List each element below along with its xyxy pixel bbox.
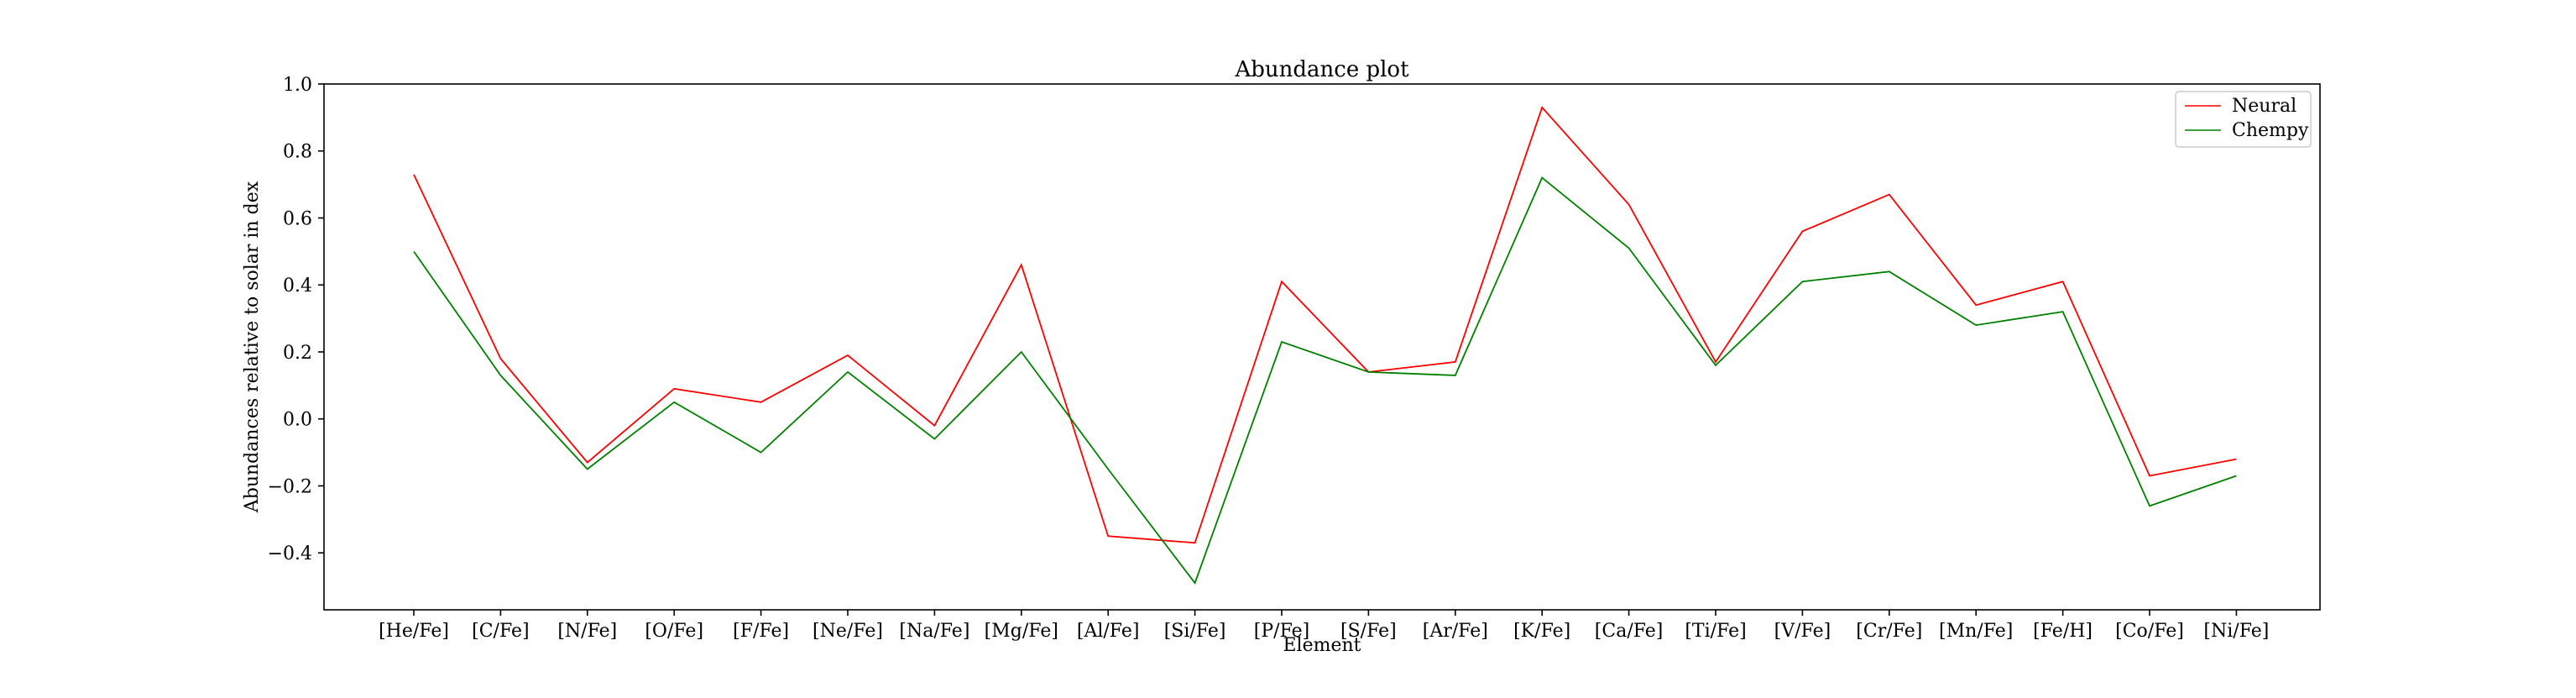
x-axis-label: Element bbox=[1283, 635, 1361, 656]
y-tick-label: 0.2 bbox=[283, 343, 312, 364]
series-line-neural bbox=[414, 108, 2236, 543]
y-tick-label: 1.0 bbox=[283, 75, 312, 96]
x-tick-label: [He/Fe] bbox=[379, 621, 449, 642]
x-tick-label: [Si/Fe] bbox=[1164, 621, 1226, 642]
series-line-chempy bbox=[414, 178, 2236, 583]
x-tick-label: [N/Fe] bbox=[557, 621, 617, 642]
plot-frame bbox=[324, 84, 2320, 610]
y-tick-label: 0.4 bbox=[283, 276, 312, 297]
x-tick-label: [Ne/Fe] bbox=[813, 621, 883, 642]
y-tick-label: 0.0 bbox=[283, 410, 312, 431]
legend-chempy-label: Chempy bbox=[2232, 120, 2309, 141]
y-tick-label: −0.4 bbox=[268, 543, 312, 564]
x-tick-label: [C/Fe] bbox=[472, 621, 530, 642]
x-tick-label: [Ti/Fe] bbox=[1685, 621, 1746, 642]
x-tick-label: [O/Fe] bbox=[645, 621, 703, 642]
x-tick-label: [K/Fe] bbox=[1513, 621, 1570, 642]
x-tick-label: [Cr/Fe] bbox=[1856, 621, 1922, 642]
x-tick-label: [F/Fe] bbox=[733, 621, 789, 642]
chart-title: Abundance plot bbox=[1234, 57, 1409, 82]
y-tick-label: 0.8 bbox=[283, 142, 312, 163]
x-tick-label: [Mn/Fe] bbox=[1939, 621, 2013, 642]
y-tick-label: −0.2 bbox=[268, 476, 312, 497]
x-tick-label: [Na/Fe] bbox=[899, 621, 969, 642]
x-tick-label: [Co/Fe] bbox=[2115, 621, 2184, 642]
x-tick-label: [Ca/Fe] bbox=[1595, 621, 1664, 642]
x-tick-label: [Fe/H] bbox=[2033, 621, 2093, 642]
series-lines bbox=[414, 108, 2236, 583]
y-tick-label: 0.6 bbox=[283, 208, 312, 229]
legend-neural-label: Neural bbox=[2232, 96, 2296, 117]
x-tick-label: [Ni/Fe] bbox=[2203, 621, 2269, 642]
y-axis-label: Abundances relative to solar in dex bbox=[242, 181, 263, 513]
y-axis: 1.0 0.8 0.6 0.4 0.2 0.0 −0.2 −0.4 bbox=[268, 75, 324, 564]
x-tick-label: [Mg/Fe] bbox=[985, 621, 1058, 642]
x-tick-label: [V/Fe] bbox=[1774, 621, 1831, 642]
x-tick-label: [Al/Fe] bbox=[1077, 621, 1140, 642]
x-tick-label: [Ar/Fe] bbox=[1423, 621, 1488, 642]
legend: Neural Chempy bbox=[2176, 92, 2311, 147]
